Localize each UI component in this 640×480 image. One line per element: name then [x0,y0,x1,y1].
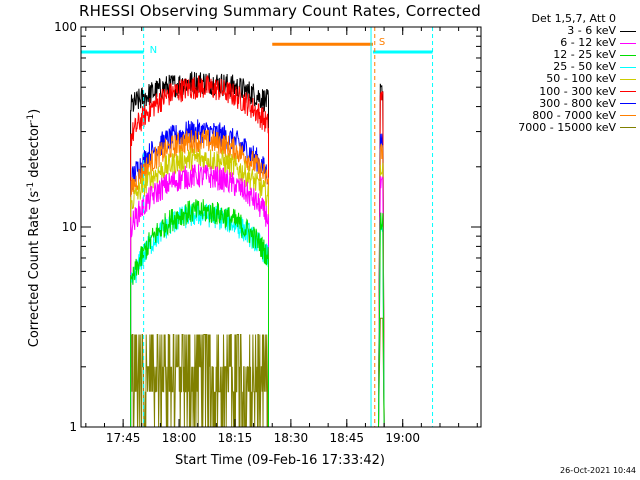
legend-label: 100 - 300 keV [539,84,616,98]
legend-entry: 300 - 800 keV [484,96,636,110]
axis-layer: 17:45 18:00 18:15 18:30 18:45 19:00 1 10 100 [54,20,481,445]
x-tick-label: 18:30 [274,431,309,445]
legend-swatch [620,30,636,32]
y-tick-label: 10 [62,220,77,234]
legend-label: 50 - 100 keV [546,72,616,86]
x-tick-label: 18:45 [329,431,364,445]
flag-label: S [379,37,385,48]
series-spike [378,143,385,428]
x-tick-label: 17:45 [106,431,141,445]
legend-swatch [620,79,636,81]
y-axis-label: Corrected Count Rate (s-1 detector-1) [25,108,43,348]
series-line [130,147,269,427]
legend-entry: 50 - 100 keV [484,73,636,85]
y-tick-label: 100 [54,20,77,34]
series-spike [378,91,385,428]
flag-label: N [150,45,157,56]
legend-label: 7000 - 15000 keV [518,120,616,134]
series-line [130,119,269,427]
legend-swatch [620,54,636,56]
legend-entry: 100 - 300 keV [484,84,636,98]
series-line [130,74,269,427]
series-line [130,334,269,428]
series-spike [378,162,385,428]
legend-entry: 25 - 50 keV [484,61,636,73]
legend-title: Det 1,5,7, Att 0 [531,12,616,25]
date-stamp: 26-Oct-2021 10:44 [560,466,636,475]
series-spike [378,212,385,428]
legend-label: 3 - 6 keV [567,24,616,38]
series-line [130,199,269,427]
legend-swatch [620,91,636,93]
series-spike [378,317,385,428]
series-line [130,164,269,427]
x-tick-label: 19:00 [385,431,420,445]
x-tick-label: 18:00 [162,431,197,445]
data-layer [130,71,385,428]
legend-entry: 6 - 12 keV [484,37,636,49]
legend-entry: 12 - 25 keV [484,49,636,61]
legend-label: 25 - 50 keV [553,60,616,74]
legend-swatch [620,42,636,44]
y-tick-label: 1 [69,420,77,434]
series-line [130,129,269,427]
legend-entry: 3 - 6 keV [484,24,636,38]
legend-label: 6 - 12 keV [560,36,616,50]
legend-swatch [620,115,636,117]
legend-entry: 800 - 7000 keV [484,108,636,122]
legend-label: 300 - 800 keV [539,96,616,110]
marker-layer: NS [81,27,434,427]
legend-label: 12 - 25 keV [553,48,616,62]
legend-label: 800 - 7000 keV [532,108,616,122]
legend-swatch [620,127,636,129]
legend-swatch [620,66,636,68]
legend-entry: 7000 - 15000 keV [484,120,636,134]
x-axis-label: Start Time (09-Feb-16 17:33:42) [175,453,385,468]
chart-title: RHESSI Observing Summary Count Rates, Co… [78,2,481,20]
legend-swatch [620,103,636,105]
legend: Det 1,5,7, Att 0 3 - 6 keV 6 - 12 keV 12 -… [484,12,636,134]
series-spike [378,175,385,428]
x-tick-label: 18:15 [218,431,253,445]
